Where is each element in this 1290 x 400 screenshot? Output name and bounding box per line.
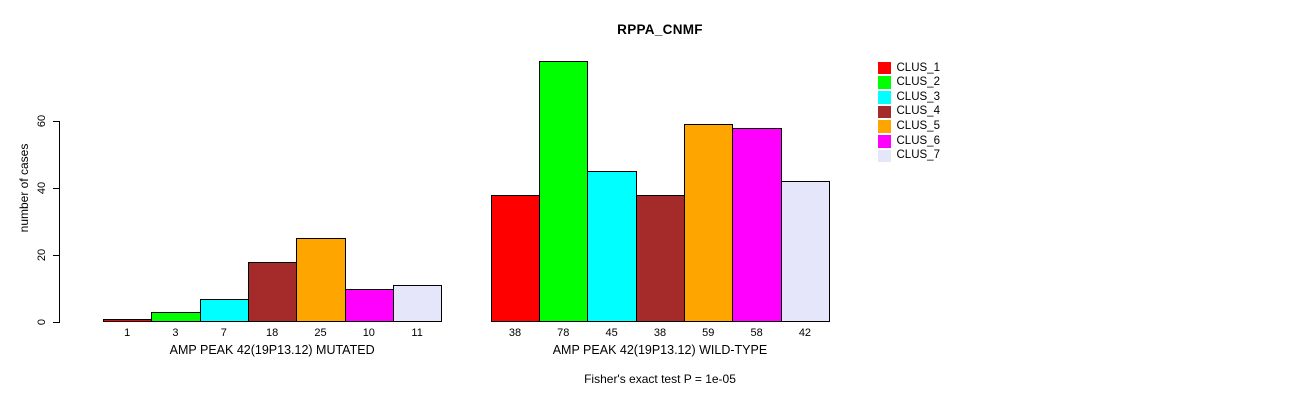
y-tick [53,255,59,256]
y-tick [53,322,59,323]
bar-value-label: 7 [220,327,227,339]
bar-value-label: 38 [653,327,667,339]
bar-clus_7 [780,181,831,322]
legend-item-clus_7: CLUS_7 [878,149,940,163]
y-tick-label: 60 [36,114,48,128]
group-axis-label: AMP PEAK 42(19P13.12) MUTATED [169,343,375,357]
bar-clus_3 [199,298,249,322]
bar-clus_5 [296,238,346,322]
legend-item-clus_1: CLUS_1 [878,62,940,75]
legend-item-clus_4: CLUS_4 [878,105,940,119]
bar-value-label: 10 [362,327,375,339]
bar-value-label: 3 [172,327,179,339]
bar-clus_4 [635,194,686,322]
group-axis-label: AMP PEAK 42(19P13.12) WILD-TYPE [552,343,768,357]
legend-label: CLUS_6 [896,134,940,147]
bar-value-label: 59 [702,327,715,339]
legend-item-clus_5: CLUS_5 [878,120,940,133]
bar-clus_4 [247,261,298,322]
y-tick [53,121,59,122]
bar-value-label: 38 [508,327,522,339]
legend-label: CLUS_5 [896,120,940,133]
bar-value-label: 58 [750,327,763,339]
legend-swatch-icon [878,105,891,119]
legend-label: CLUS_4 [896,105,940,118]
y-tick [53,188,59,189]
bar-clus_2 [151,311,201,322]
bar-clus_1 [490,194,541,322]
bar-value-label: 18 [266,327,279,339]
bar-clus_2 [539,60,589,322]
annotation-fisher-test: Fisher's exact test P = 1e-05 [584,372,736,386]
bar-clus_5 [684,124,734,322]
legend-swatch-icon [878,61,891,75]
bar-clus_6 [344,288,394,322]
legend-swatch-icon [878,120,891,133]
chart-title: RPPA_CNMF [617,22,703,37]
legend-swatch-icon [878,91,891,104]
legend-label: CLUS_1 [896,61,940,74]
legend-swatch-icon [878,76,891,89]
bar-value-label: 45 [605,327,618,339]
legend-label: CLUS_3 [896,90,940,103]
legend-label: CLUS_2 [896,76,940,89]
bar-clus_3 [587,171,637,322]
bar-clus_6 [732,127,782,322]
bar-value-label: 78 [557,327,570,339]
y-axis-label: number of cases [17,143,31,233]
y-tick-label: 40 [36,181,48,195]
bar-value-label: 42 [798,327,812,339]
legend-item-clus_3: CLUS_3 [878,91,940,104]
y-axis-line [59,121,60,323]
y-tick-label: 20 [36,248,48,262]
legend-item-clus_6: CLUS_6 [878,135,940,148]
bar-value-label: 1 [124,327,131,339]
legend-swatch-icon [878,135,891,148]
bar-clus_1 [103,318,153,322]
bar-value-label: 11 [411,327,423,339]
legend-item-clus_2: CLUS_2 [878,76,940,89]
bar-value-label: 25 [314,327,327,339]
bar-clus_7 [392,285,443,322]
legend-swatch-icon [878,149,891,163]
legend-label: CLUS_7 [896,149,940,162]
y-tick-label: 0 [36,318,48,326]
